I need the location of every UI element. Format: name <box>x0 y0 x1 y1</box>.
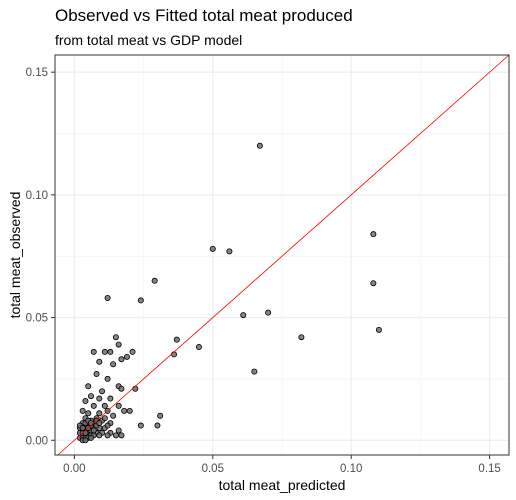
data-point <box>96 395 103 402</box>
data-point <box>112 334 119 341</box>
data-point <box>240 312 247 319</box>
y-tick-label: 0.10 <box>26 190 48 202</box>
x-tick-label: 0.10 <box>340 463 362 475</box>
data-point <box>129 348 136 355</box>
chart-subtitle: from total meat vs GDP model <box>55 32 243 48</box>
data-point <box>90 402 97 409</box>
data-point <box>82 398 89 405</box>
identity-line <box>57 54 510 456</box>
data-point <box>157 412 164 419</box>
identity-line-group <box>57 54 510 456</box>
data-point <box>96 420 103 427</box>
data-point <box>154 422 161 429</box>
data-point <box>110 361 117 368</box>
data-point <box>82 429 89 436</box>
x-axis-ticks: 0.00 0.05 0.10 0.15 <box>63 455 501 475</box>
data-point <box>370 280 377 287</box>
data-point <box>151 277 158 284</box>
data-point <box>118 432 125 439</box>
data-point <box>173 336 180 343</box>
y-axis-ticks: 0.00 0.05 0.10 0.15 <box>26 67 55 447</box>
data-point <box>82 437 89 444</box>
data-point <box>93 371 100 378</box>
data-point <box>104 294 111 301</box>
y-tick-label: 0.00 <box>26 435 48 447</box>
minor-gridlines <box>55 55 509 455</box>
data-point <box>90 348 97 355</box>
data-point <box>370 231 377 238</box>
data-point <box>251 368 258 375</box>
data-point <box>123 353 130 360</box>
data-point <box>79 425 86 432</box>
data-point <box>195 344 202 351</box>
data-point <box>171 351 178 358</box>
major-gridlines <box>55 55 509 455</box>
data-point <box>118 385 125 392</box>
data-point <box>107 395 114 402</box>
data-point <box>101 415 108 422</box>
data-point <box>87 434 94 441</box>
data-points <box>76 142 382 444</box>
data-point <box>87 393 94 400</box>
x-axis-label: total meat_predicted <box>219 477 346 493</box>
data-point <box>115 427 122 434</box>
plot-panel-border <box>54 54 510 456</box>
y-tick-label: 0.15 <box>26 67 48 79</box>
x-tick-label: 0.05 <box>202 463 224 475</box>
data-point <box>96 358 103 365</box>
data-point <box>90 427 97 434</box>
data-point <box>104 432 111 439</box>
data-point <box>115 341 122 348</box>
data-point <box>375 326 382 333</box>
data-point <box>137 297 144 304</box>
data-point <box>96 432 103 439</box>
data-point <box>110 412 117 419</box>
data-point <box>256 142 263 149</box>
data-point <box>107 348 114 355</box>
data-point <box>265 309 272 316</box>
data-point <box>209 245 216 252</box>
data-point <box>96 410 103 417</box>
data-point <box>85 410 92 417</box>
data-point <box>87 420 94 427</box>
data-point <box>132 385 139 392</box>
data-point <box>298 334 305 341</box>
data-point <box>101 348 108 355</box>
y-axis-label: total meat_observed <box>7 192 23 319</box>
data-point <box>137 422 144 429</box>
chart-title: Observed vs Fitted total meat produced <box>55 6 353 25</box>
data-point <box>101 402 108 409</box>
data-point <box>226 248 233 255</box>
data-point <box>104 375 111 382</box>
data-point <box>118 356 125 363</box>
y-tick-label: 0.05 <box>26 313 48 325</box>
data-point <box>126 407 133 414</box>
data-point <box>112 432 119 439</box>
x-tick-label: 0.00 <box>63 463 85 475</box>
data-point <box>121 407 128 414</box>
data-point <box>85 383 92 390</box>
data-point <box>104 422 111 429</box>
data-point <box>99 388 106 395</box>
data-point <box>115 402 122 409</box>
x-tick-label: 0.15 <box>478 463 500 475</box>
data-point <box>79 407 86 414</box>
